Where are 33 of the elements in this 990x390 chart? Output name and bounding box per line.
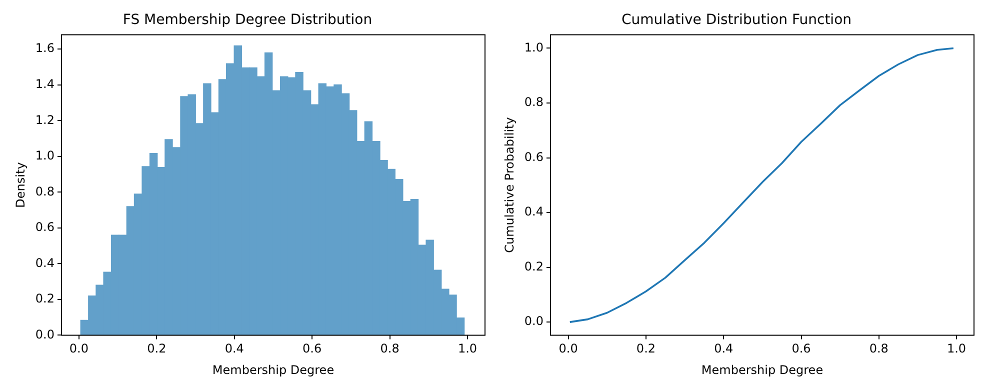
- x-tick-label: 0.6: [302, 342, 322, 356]
- y-axis-title: Cumulative Probability: [502, 117, 516, 253]
- y-tick-label: 0.8: [524, 95, 544, 110]
- x-tick-label: 0.6: [792, 342, 811, 356]
- x-tick-label: 0.8: [869, 342, 888, 356]
- y-tick-label: 1.6: [35, 41, 54, 56]
- y-tick-label: 0.4: [35, 256, 54, 270]
- y-tick-label: 0.4: [524, 204, 544, 219]
- y-tick-label: 0.0: [35, 327, 54, 342]
- y-tick-label: 0.8: [35, 184, 54, 198]
- x-tick-label: 1.0: [946, 342, 966, 356]
- x-tick-label: 1.0: [458, 342, 478, 356]
- x-tick-label: 0.2: [147, 342, 166, 356]
- x-tick-label: 0.0: [558, 342, 578, 356]
- chart-title: Cumulative Distribution Function: [621, 12, 852, 28]
- y-tick-label: 1.0: [35, 148, 54, 163]
- y-axis-title: Density: [13, 162, 28, 208]
- y-tick-label: 0.2: [35, 292, 54, 306]
- x-tick-label: 0.0: [69, 342, 89, 356]
- x-axis-title: Membership Degree: [212, 362, 334, 377]
- y-tick-label: 0.6: [35, 220, 54, 234]
- x-tick-label: 0.4: [714, 342, 734, 356]
- x-tick-label: 0.4: [224, 342, 244, 356]
- y-tick-label: 1.2: [35, 112, 54, 127]
- y-tick-label: 0.6: [524, 150, 544, 164]
- y-tick-label: 0.0: [524, 314, 544, 328]
- y-tick-label: 1.0: [524, 40, 544, 54]
- x-axis-title: Membership Degree: [701, 362, 824, 377]
- chart-title: FS Membership Degree Distribution: [122, 12, 372, 28]
- x-tick-label: 0.2: [636, 342, 656, 356]
- y-tick-label: 1.4: [35, 76, 54, 91]
- y-tick-label: 0.2: [524, 259, 544, 274]
- x-tick-label: 0.8: [380, 342, 400, 356]
